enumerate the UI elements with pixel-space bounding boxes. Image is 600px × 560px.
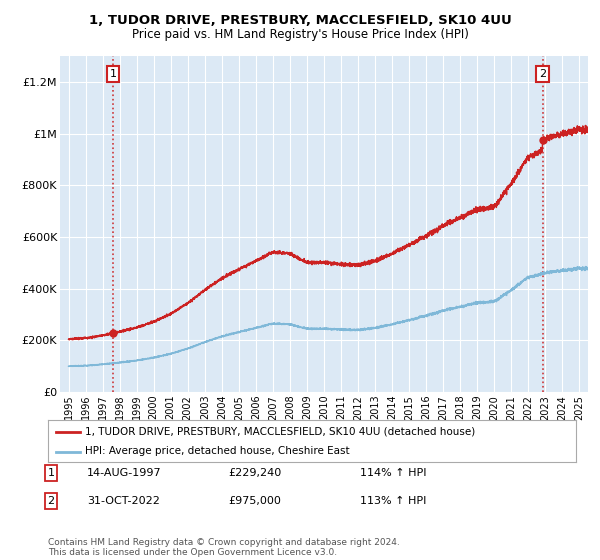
Text: 1: 1 [47,468,55,478]
Text: 1: 1 [110,69,116,79]
Text: Price paid vs. HM Land Registry's House Price Index (HPI): Price paid vs. HM Land Registry's House … [131,28,469,41]
Text: 113% ↑ HPI: 113% ↑ HPI [360,496,427,506]
Text: 2: 2 [47,496,55,506]
Text: 1, TUDOR DRIVE, PRESTBURY, MACCLESFIELD, SK10 4UU: 1, TUDOR DRIVE, PRESTBURY, MACCLESFIELD,… [89,14,511,27]
Text: 2: 2 [539,69,546,79]
Text: Contains HM Land Registry data © Crown copyright and database right 2024.
This d: Contains HM Land Registry data © Crown c… [48,538,400,557]
Text: 1, TUDOR DRIVE, PRESTBURY, MACCLESFIELD, SK10 4UU (detached house): 1, TUDOR DRIVE, PRESTBURY, MACCLESFIELD,… [85,427,475,437]
Text: HPI: Average price, detached house, Cheshire East: HPI: Average price, detached house, Ches… [85,446,350,456]
Text: 14-AUG-1997: 14-AUG-1997 [87,468,161,478]
Text: 31-OCT-2022: 31-OCT-2022 [87,496,160,506]
Text: 114% ↑ HPI: 114% ↑ HPI [360,468,427,478]
Text: £229,240: £229,240 [228,468,281,478]
Text: £975,000: £975,000 [228,496,281,506]
